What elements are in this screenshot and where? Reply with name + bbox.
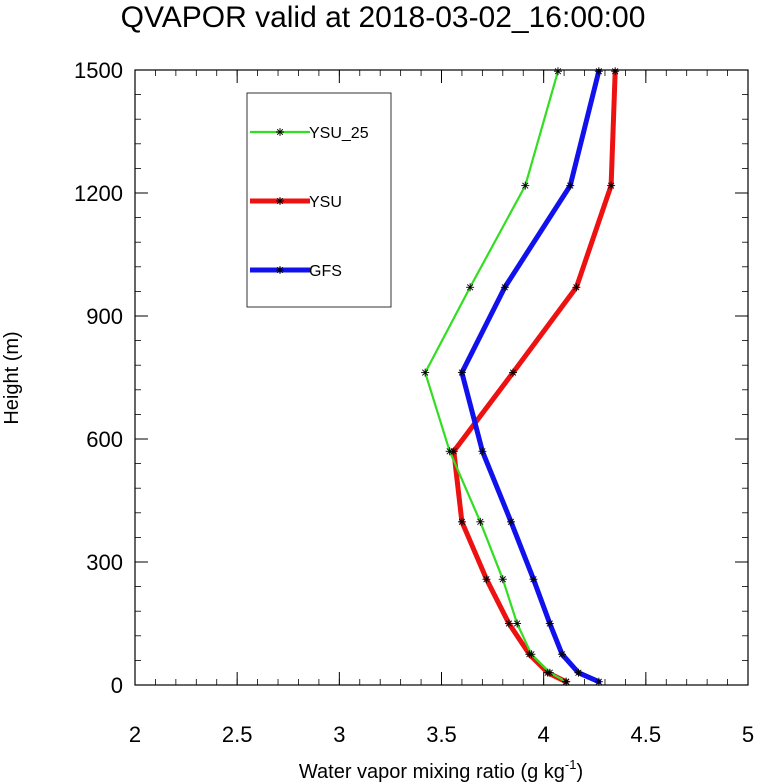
data-point-gfs [558,650,567,659]
y-axis-label: Height (m) [1,331,23,424]
legend-marker-ysu-25 [276,128,284,136]
major-ticks [134,69,749,686]
legend-marker-gfs [276,266,284,274]
series-layer [421,67,620,686]
data-point-ysu-25 [476,517,485,526]
x-tick-label: 3 [333,722,345,747]
y-tick-label: 300 [86,550,123,575]
data-point-ysu-25 [466,283,475,292]
data-point-ysu-25 [421,368,430,377]
y-tick-label: 0 [111,673,123,698]
data-point-ysu [611,67,620,76]
data-point-ysu [482,575,491,584]
data-point-gfs [566,181,575,190]
data-point-ysu-25 [498,575,507,584]
x-tick-label: 5 [742,722,754,747]
data-point-ysu-25 [553,67,562,76]
data-point-ysu-25 [562,677,571,686]
data-point-gfs [506,517,515,526]
plot-frame [134,69,749,686]
x-tick-label: 4.5 [631,722,662,747]
data-point-ysu [607,181,616,190]
series-line-ysu-25 [424,70,568,683]
series-line-ysu [451,68,618,685]
y-tick-label: 600 [86,427,123,452]
data-point-gfs [457,368,466,377]
y-tick-labels: 0 300 600 900 1200 1500 [74,58,123,698]
data-point-gfs [529,575,538,584]
x-tick-label: 2.5 [222,722,253,747]
data-point-gfs [500,283,509,292]
x-tick-label: 2 [129,722,141,747]
legend: YSU_25 YSU GFS [246,92,392,308]
x-tick-label: 3.5 [426,722,457,747]
legend-label-gfs: GFS [309,263,342,280]
data-point-gfs [594,677,603,686]
data-point-ysu-25 [445,447,454,456]
minor-ticks [134,69,749,686]
legend-label-ysu: YSU [309,194,342,211]
x-tick-labels: 2 2.5 3 3.5 4 4.5 5 [129,722,754,747]
legend-label-ysu-25: YSU_25 [309,125,369,142]
data-point-gfs [478,447,487,456]
chart-title: QVAPOR valid at 2018-03-02_16:00:00 [120,1,646,34]
data-point-ysu-25 [545,668,554,677]
data-point-gfs [545,619,554,628]
data-point-gfs [594,67,603,76]
x-axis-label: Water vapor mixing ratio (g kg-1) [299,757,583,783]
data-point-ysu-25 [521,181,530,190]
data-point-ysu [572,283,581,292]
data-point-ysu [504,619,513,628]
legend-marker-ysu [276,197,284,205]
y-tick-label: 900 [86,304,123,329]
series-line-gfs [459,68,602,685]
y-tick-label: 1200 [74,181,123,206]
data-point-ysu-25 [527,650,536,659]
x-tick-label: 4 [538,722,550,747]
data-point-ysu [509,368,518,377]
y-tick-label: 1500 [74,58,123,83]
data-point-gfs [574,668,583,677]
data-point-ysu-25 [513,619,522,628]
data-point-ysu [457,517,466,526]
